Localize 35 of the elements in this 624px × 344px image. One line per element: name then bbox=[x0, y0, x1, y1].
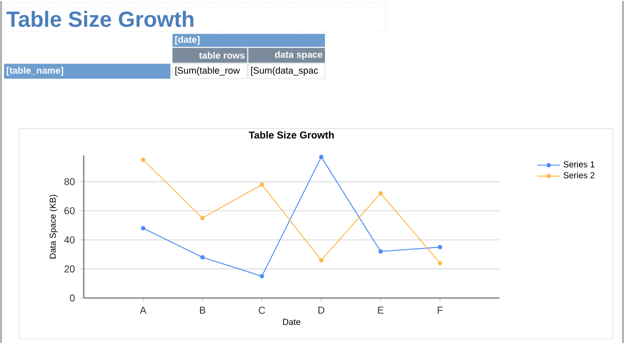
y-tick-label: 60 bbox=[64, 207, 75, 214]
legend-label: Series 2 bbox=[564, 172, 594, 178]
text: table rows bbox=[199, 52, 245, 59]
x-tick-label: D bbox=[318, 306, 324, 314]
y-tick-label: 20 bbox=[64, 265, 75, 273]
point bbox=[200, 216, 205, 220]
x-tick-label: F bbox=[438, 306, 443, 314]
point bbox=[260, 182, 264, 187]
chart-title: Table Size Growth bbox=[248, 131, 334, 139]
y-tick-label: 0 bbox=[70, 294, 75, 302]
y-axis-title: Data Space (KB) bbox=[49, 194, 58, 259]
text: [table_name] bbox=[6, 66, 64, 76]
x-tick-label: E bbox=[378, 306, 384, 314]
text: [Sum(table_row bbox=[175, 66, 240, 76]
legend-label: Series 1 bbox=[564, 161, 594, 168]
point bbox=[319, 154, 324, 160]
point bbox=[260, 274, 264, 278]
x-axis-title: Date bbox=[283, 318, 300, 325]
point bbox=[200, 255, 205, 260]
x-tick-label: A bbox=[140, 306, 146, 314]
y-tick-label: 80 bbox=[64, 178, 75, 186]
point bbox=[438, 260, 442, 266]
point bbox=[438, 244, 442, 250]
text: [date] bbox=[175, 36, 200, 45]
point bbox=[140, 226, 146, 230]
point bbox=[319, 258, 324, 262]
y-tick-label: 40 bbox=[64, 236, 75, 244]
x-tick-label: B bbox=[200, 306, 206, 314]
text: [Sum(data_spac bbox=[251, 66, 318, 76]
point bbox=[378, 191, 383, 196]
point bbox=[140, 158, 146, 162]
x-tick-label: C bbox=[258, 306, 266, 314]
text: data space bbox=[274, 51, 322, 60]
point bbox=[378, 249, 383, 254]
text: Table Size Growth bbox=[6, 10, 194, 28]
